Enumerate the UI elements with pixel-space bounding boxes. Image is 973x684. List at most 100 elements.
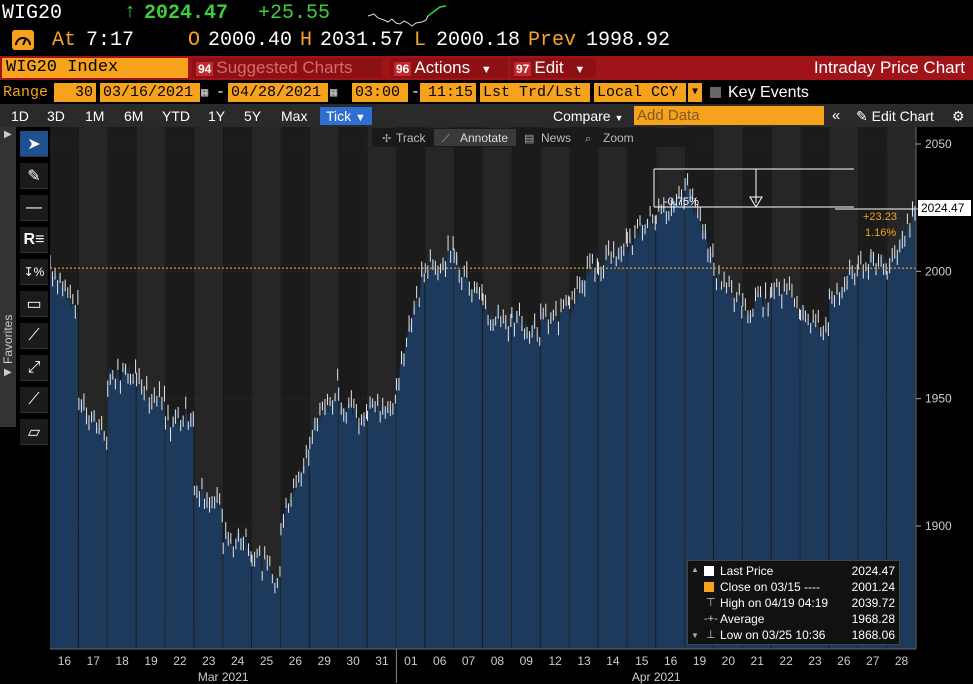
tick-button[interactable]: Tick ▼ [320,107,372,125]
edit-menu[interactable]: 97 Edit ▼ [510,58,596,78]
calendar-icon[interactable]: ▦ [330,86,338,100]
percent-tool-icon[interactable]: ↧% [20,259,48,285]
end-time-input[interactable]: 11:15 [420,83,476,102]
start-time-input[interactable]: 03:00 [352,83,408,102]
price-chart[interactable]: 1900 1950 2000 2050 16 17 18 19 22 23 24 25 26 29 30 3… [50,127,973,684]
suggested-label: Suggested Charts [216,58,353,77]
x-tick-label: 27 [866,654,880,668]
zoom-label[interactable]: Zoom [603,131,634,145]
news-label[interactable]: News [541,131,571,145]
low-label: L [414,29,427,52]
legend-row-close: Close on 03/15 ---- 2001.24 [688,579,899,595]
start-date-input[interactable]: 03/16/2021 [100,83,200,102]
text-tool-icon[interactable]: R≡ [20,227,48,253]
actions-label: Actions [414,58,471,77]
drawing-toolbar: ▶ ▶ Favorites ➤ ✎ — R≡ ↧% ▭ ⟋ ⤢ ⟋ ▱ [0,127,50,684]
add-data-input[interactable]: Add Data [634,106,824,125]
period-ytd[interactable]: YTD [162,108,190,124]
x-tick-label: 21 [751,654,765,668]
track-label[interactable]: Track [396,131,427,145]
x-tick-label: 30 [346,654,360,668]
price-area [50,173,916,650]
range-input[interactable]: 30 [54,83,96,102]
key-events-checkbox[interactable] [710,87,721,98]
price-type-select[interactable]: Lst Trd/Lst P [480,83,590,120]
ticker: WIG20 [2,2,63,25]
annotate-icon[interactable]: ⟋ [442,133,450,145]
day-area [627,210,656,649]
pen-icon[interactable]: ✎ [20,163,48,189]
day-area [194,481,223,649]
favorites-label: Favorites [1,314,15,364]
arrow-down-icon [749,196,763,208]
line-tool-icon[interactable]: — [20,195,48,221]
caret-down-icon[interactable]: ▼ [688,83,702,102]
caret-down-icon: ▼ [355,112,366,124]
x-tick-label: 22 [173,654,187,668]
end-date-input[interactable]: 04/28/2021 [228,83,328,102]
segment-tool-icon[interactable]: ⟋ [20,323,48,349]
high-label: H [300,29,313,52]
collapse-left-icon[interactable]: « [832,107,841,124]
period-1d[interactable]: 1D [11,108,29,124]
bloomberg-gauge-icon[interactable] [12,30,34,50]
period-1y[interactable]: 1Y [208,108,226,124]
gear-icon[interactable]: ⚙ [952,108,965,124]
annotate-label[interactable]: Annotate [460,131,508,145]
compare-label: Compare [553,108,611,124]
x-tick-label: 26 [837,654,851,668]
legend-row-low: ⊥ Low on 03/25 10:36 1868.06 [688,627,899,643]
prev-value: 1998.92 [586,29,671,52]
zoom-icon[interactable]: ⌕ [585,133,591,145]
day-area [569,249,598,650]
edit-label: Edit [534,58,564,77]
cursor-icon[interactable]: ➤ [20,131,48,157]
suggested-charts-button[interactable]: 94 Suggested Charts [192,58,382,78]
currency-select[interactable]: Local CCY [594,83,686,102]
day-area [742,290,771,649]
sparkline-icon [366,4,448,35]
x-tick-label: 16 [58,654,72,668]
edit-chart-label: Edit Chart [871,108,934,124]
security-input[interactable]: WIG20 Index [2,58,188,78]
rectangle-tool-icon[interactable]: ▭ [20,291,48,317]
legend-value: 2024.47 [851,564,895,578]
legend-value: 1868.06 [851,628,895,642]
favorites-tab[interactable]: ▶ ▶ Favorites [0,127,16,427]
actions-menu[interactable]: 96 Actions ▼ [390,58,508,78]
day-area [858,248,887,650]
x-tick-label: 20 [722,654,736,668]
polyline-tool-icon[interactable]: ⤢ [20,355,48,381]
period-bar: 1D 3D 1M 6M YTD 1Y 5Y Max Tick ▼ Compare… [0,104,973,127]
track-icon[interactable]: ✢ [382,133,391,145]
caret-down-icon: ▼ [574,64,586,76]
period-3d[interactable]: 3D [47,108,65,124]
day-area [483,298,511,649]
period-5y[interactable]: 5Y [244,108,262,124]
news-icon[interactable]: ▤ [524,133,534,145]
last-price-tag-text: 2024.47 [921,201,965,215]
tick-label: Tick [326,108,352,124]
trend-tool-icon[interactable]: ⟋ [20,387,48,413]
edit-chart-button[interactable]: ✎ Edit Chart [856,107,934,125]
calendar-icon[interactable]: ▦ [201,86,209,100]
collapse-up-icon[interactable]: ▲ [691,565,699,574]
legend-value: 1968.28 [851,612,895,626]
x-tick-label: 13 [577,654,591,668]
last-price: 2024.47 [144,2,229,25]
x-tick-label: 01 [404,654,418,668]
x-tick-label: 28 [895,654,909,668]
collapse-down-icon[interactable]: ▼ [691,631,699,640]
compare-menu[interactable]: Compare ▼ [553,107,623,125]
period-max[interactable]: Max [281,108,308,124]
caret-down-icon: ▼ [480,64,492,76]
period-1m[interactable]: 1M [85,108,105,124]
channel-tool-icon[interactable]: ▱ [20,419,48,445]
y-tick-label: 2000 [925,264,952,278]
close-reference-line [50,208,918,269]
day-area [223,530,252,649]
pct-annotation[interactable]: -0.75% [653,168,854,208]
x-tick-label: 12 [548,654,562,668]
legend-row-last: Last Price 2024.47 [688,563,899,579]
period-6m[interactable]: 6M [124,108,144,124]
